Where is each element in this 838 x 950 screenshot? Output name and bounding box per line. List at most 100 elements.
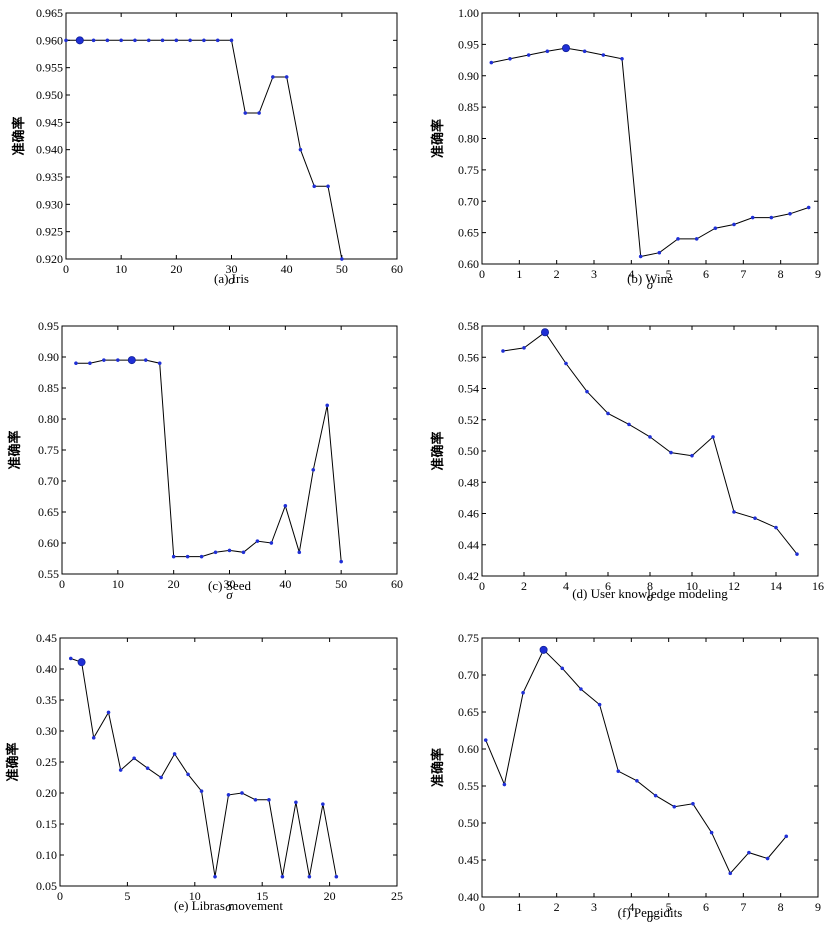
data-point (146, 38, 151, 43)
x-tick-label: 40 (281, 262, 293, 276)
x-tick-label: 10 (686, 579, 698, 593)
data-point (257, 111, 261, 115)
x-tick-label: 9 (815, 267, 821, 281)
data-point (199, 789, 204, 793)
data-point (174, 38, 179, 43)
data-point (653, 793, 658, 798)
y-tick-label: 0.60 (458, 742, 479, 756)
y-tick-label: 0.85 (458, 100, 479, 114)
data-point (321, 802, 325, 807)
x-tick-label: 30 (226, 262, 238, 276)
x-axis-label: σ (225, 899, 232, 914)
chart-caption: (e) Libras movement (174, 898, 283, 913)
x-tick-label: 3 (591, 267, 597, 281)
x-axis-label: σ (647, 910, 654, 925)
data-point (774, 525, 778, 530)
data-point (106, 710, 111, 715)
chart-caption: (b) Wine (627, 271, 673, 286)
y-tick-label: 0.90 (38, 350, 59, 364)
data-point (283, 503, 288, 508)
y-tick-label: 0.90 (458, 69, 479, 83)
y-tick-label: 0.935 (36, 170, 63, 184)
y-tick-label: 0.05 (36, 879, 57, 893)
highlight-point (539, 645, 548, 654)
data-point (334, 874, 339, 879)
x-tick-label: 20 (324, 889, 336, 903)
y-axis-label: 准确率 (430, 748, 446, 787)
chart-caption: (f) Pengidits (618, 905, 683, 920)
y-tick-label: 0.40 (36, 662, 57, 676)
y-tick-label: 0.15 (36, 817, 57, 831)
data-point (133, 38, 137, 43)
x-tick-label: 60 (391, 262, 403, 276)
y-tick-label: 0.10 (36, 848, 57, 862)
x-tick-label: 20 (168, 577, 180, 591)
y-tick-label: 0.58 (458, 319, 479, 333)
y-tick-label: 0.65 (458, 226, 479, 240)
data-point (91, 735, 96, 740)
data-point (339, 257, 344, 261)
y-tick-label: 0.54 (458, 382, 479, 396)
x-tick-label: 4 (628, 900, 634, 914)
data-point (105, 38, 110, 43)
y-axis-label: 准确率 (430, 119, 446, 158)
y-tick-label: 0.930 (36, 197, 63, 211)
data-point (690, 453, 694, 458)
plot-frame (481, 12, 819, 265)
y-axis-label: 准确率 (11, 116, 27, 155)
data-point (307, 874, 312, 879)
data-point (297, 550, 302, 555)
chart-panel-5: 0 5 10 15 20 25 0.05 0.10 0.15 0.20 0.25 0.30 0.35 0.… (5, 631, 403, 914)
data-point (91, 38, 96, 43)
y-tick-label: 0.55 (38, 567, 59, 581)
x-tick-label: 2 (554, 267, 560, 281)
y-tick-label: 0.940 (36, 143, 63, 157)
data-point (145, 766, 150, 771)
y-axis-label: 准确率 (5, 742, 21, 781)
chart-caption: (c) Seed (208, 578, 251, 593)
data-point (627, 422, 631, 427)
y-tick-label: 0.42 (458, 569, 479, 583)
y-tick-label: 0.50 (458, 816, 479, 830)
y-tick-label: 0.95 (458, 37, 479, 51)
data-point (269, 541, 274, 545)
x-tick-label: 7 (740, 267, 746, 281)
data-point (545, 49, 550, 54)
x-tick-label: 7 (740, 900, 746, 914)
series-line (485, 648, 787, 875)
x-tick-label: 6 (703, 900, 709, 914)
y-tick-label: 0.60 (38, 536, 59, 550)
data-point (521, 690, 525, 695)
y-tick-label: 0.75 (458, 163, 479, 177)
data-point (255, 539, 260, 543)
data-point (215, 38, 220, 43)
data-point (711, 435, 715, 439)
data-point (185, 554, 190, 559)
x-tick-label: 5 (124, 889, 130, 903)
data-point (312, 184, 317, 189)
data-point (638, 254, 643, 259)
data-point (601, 53, 606, 57)
series-line (502, 331, 798, 555)
data-point (694, 237, 699, 241)
data-point (522, 346, 526, 350)
x-tick-label: 2 (521, 579, 527, 593)
data-point (171, 554, 176, 559)
x-tick-label: 5 (666, 267, 672, 281)
y-tick-label: 0.44 (458, 538, 479, 552)
x-tick-label: 50 (335, 577, 347, 591)
data-point (115, 358, 120, 362)
chart-caption: (a) Iris (214, 271, 249, 286)
y-tick-label: 0.56 (458, 350, 479, 364)
y-tick-label: 0.960 (36, 33, 63, 47)
data-point (483, 738, 488, 742)
y-tick-label: 0.20 (36, 786, 57, 800)
data-point (119, 38, 124, 43)
x-tick-label: 40 (279, 577, 291, 591)
x-tick-label: 6 (703, 267, 709, 281)
data-point (241, 550, 246, 555)
data-point (620, 56, 624, 61)
x-tick-label: 5 (666, 900, 672, 914)
data-point (199, 554, 204, 559)
x-tick-label: 60 (391, 577, 403, 591)
